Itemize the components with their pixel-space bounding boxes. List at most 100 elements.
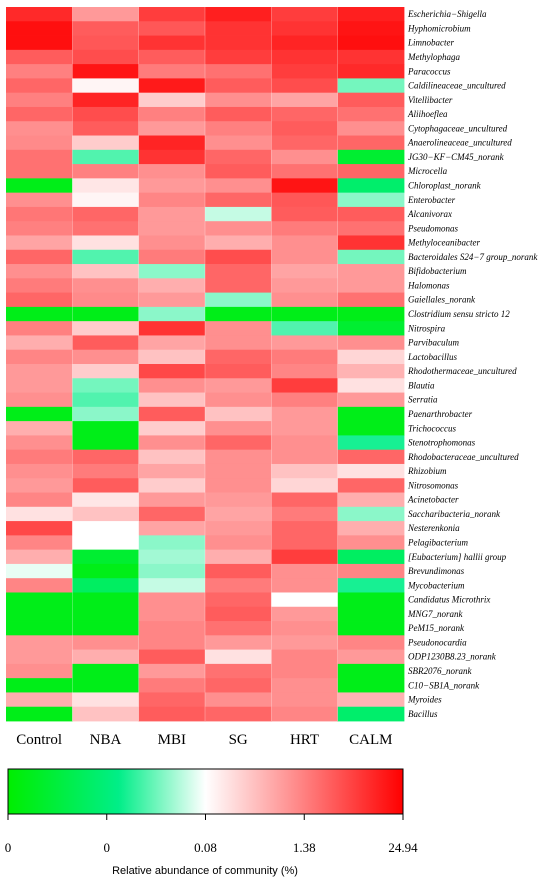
column-label: SG [229, 732, 248, 748]
heatmap-cell [337, 364, 405, 379]
heatmap-cell [337, 663, 405, 679]
heatmap-cell [6, 449, 73, 465]
heatmap-cell [6, 421, 73, 436]
row-label: Clostridium sensu stricto 12 [408, 309, 510, 319]
row-label: ODP1230B8.23_norank [408, 652, 497, 662]
heatmap-cell [72, 106, 140, 122]
heatmap-cell [337, 7, 405, 22]
heatmap-cell [271, 663, 339, 679]
heatmap-cell [205, 421, 272, 436]
heatmap-cell [271, 492, 339, 508]
heatmap-cell [337, 178, 405, 194]
heatmap-cell [271, 649, 339, 665]
row-label: [Eubacterium] hallii group [408, 552, 507, 562]
heatmap-cell [6, 549, 73, 565]
heatmap-cell [205, 206, 272, 222]
heatmap-cell [138, 335, 206, 351]
heatmap-cell [72, 392, 140, 408]
heatmap-cell [72, 306, 140, 322]
column-labels: Control NBA MBI SG HRT CALM [16, 732, 392, 748]
heatmap-cell [138, 306, 206, 322]
heatmap-cell [205, 392, 272, 408]
heatmap-cell [72, 635, 140, 650]
heatmap-cell [337, 592, 405, 608]
heatmap-cell [72, 7, 140, 22]
row-label: SBR2076_norank [408, 666, 472, 676]
heatmap-cell [205, 663, 272, 679]
heatmap-cell [138, 592, 206, 608]
heatmap-cell [337, 149, 405, 165]
heatmap-cell [205, 135, 272, 151]
colorbar-ticks: 0 0 0.08 1.38 24.94 [5, 814, 418, 855]
heatmap-cell [138, 606, 206, 622]
heatmap-cell [72, 121, 140, 136]
heatmap-cell [138, 135, 206, 151]
row-label: Bacillus [408, 709, 438, 719]
heatmap-cell [6, 7, 73, 22]
row-label: Microcella [407, 166, 448, 176]
heatmap-cell [337, 478, 405, 493]
column-label: CALM [349, 732, 392, 748]
heatmap-cell [337, 378, 405, 393]
row-label: Pelagibacterium [407, 538, 468, 548]
heatmap-cell [6, 235, 73, 251]
heatmap-cell [138, 435, 206, 451]
heatmap-cell [205, 549, 272, 565]
heatmap-cell [138, 21, 206, 36]
heatmap-cell [271, 206, 339, 222]
heatmap-cell [205, 35, 272, 51]
row-label: Rhodobacteraceae_uncultured [407, 452, 519, 462]
column-label: HRT [290, 732, 319, 748]
heatmap-cell [138, 421, 206, 436]
heatmap-cell [205, 563, 272, 579]
heatmap-cell [271, 535, 339, 551]
heatmap-cell [337, 678, 405, 693]
heatmap-cell [337, 92, 405, 108]
heatmap-cell [138, 635, 206, 650]
heatmap-cell [138, 535, 206, 551]
heatmap-cell [138, 621, 206, 636]
row-label: Hyphomicrobium [407, 23, 471, 33]
heatmap-cell [138, 521, 206, 536]
heatmap-cell [271, 178, 339, 194]
heatmap-cell [337, 506, 405, 522]
heatmap-cell [138, 706, 206, 722]
heatmap-cell [205, 364, 272, 379]
row-label: Blautia [408, 380, 435, 390]
heatmap-cell [72, 178, 140, 194]
heatmap-cell [205, 121, 272, 136]
row-label: Brevundimonas [408, 566, 465, 576]
row-label: Limnobacter [407, 38, 454, 48]
row-label: Caldilineaceae_uncultured [408, 81, 506, 91]
heatmap-cell [6, 278, 73, 293]
heatmap-cell [138, 364, 206, 379]
heatmap-cell [205, 221, 272, 236]
heatmap-cell [271, 449, 339, 465]
heatmap-cell [205, 706, 272, 722]
heatmap-cell [337, 463, 405, 479]
heatmap-cell [6, 392, 73, 408]
heatmap-cell [6, 78, 73, 94]
heatmap-cell [72, 206, 140, 222]
heatmap-cell [6, 663, 73, 679]
heatmap-cell [271, 392, 339, 408]
heatmap-cell [337, 192, 405, 208]
heatmap-cell [72, 135, 140, 151]
heatmap-cell [271, 521, 339, 536]
heatmap-cell [337, 221, 405, 236]
heatmap-cell [72, 335, 140, 351]
heatmap-cell [72, 649, 140, 665]
heatmap-cell [337, 635, 405, 650]
heatmap-cell [72, 692, 140, 708]
heatmap-cell [6, 264, 73, 279]
heatmap-cell [205, 535, 272, 551]
heatmap-cell [337, 492, 405, 508]
heatmap-cell [271, 463, 339, 479]
heatmap-cell [205, 435, 272, 451]
heatmap-cell [271, 78, 339, 94]
heatmap-cell [138, 449, 206, 465]
heatmap-cell [6, 321, 73, 336]
row-label: Cytophagaceae_uncultured [408, 123, 508, 133]
heatmap-cell [6, 635, 73, 650]
heatmap-cell [6, 292, 73, 308]
